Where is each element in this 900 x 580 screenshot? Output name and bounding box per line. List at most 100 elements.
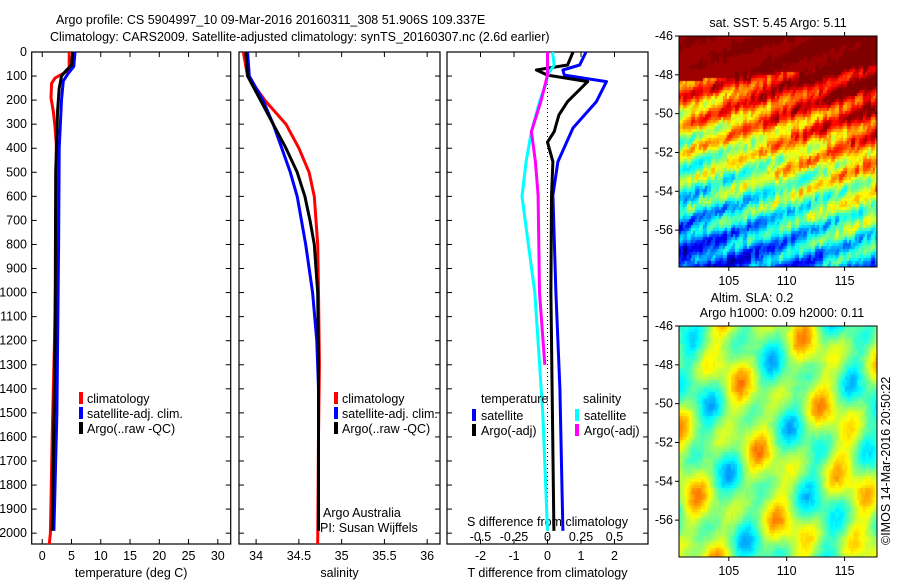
depth-tick-label: 1200 [0,334,27,348]
x-tick-label: 34.5 [287,549,311,563]
series-satellite-adj-clim- [246,51,320,531]
legend-swatch [575,409,579,421]
x-tick-label: 34 [249,549,263,563]
lon-tick-label: 110 [777,274,797,288]
legend-swatch [79,422,83,434]
legend-label: satellite [481,409,523,423]
legend-label: satellite-adj. clim. [87,407,183,421]
x-tick-label: 20 [152,549,166,563]
series-argo-raw-qc- [50,51,75,531]
x-tick-label: -2 [475,549,486,563]
legend-label: satellite [584,409,626,423]
depth-tick-label: 700 [6,213,27,227]
depth-tick-label: 500 [6,165,27,179]
depth-tick-label: 300 [6,117,27,131]
sla-map-title: Altim. SLA: 0.2 [711,291,794,305]
difference-xlabel: T difference from climatology [467,566,628,580]
series-climatology [241,51,321,545]
x-tick-label: 25 [182,549,196,563]
lon-tick-label: 105 [718,564,739,578]
salinity-xlabel: salinity [320,566,359,580]
legend-label: satellite-adj. clim. [342,407,438,421]
lat-tick-label: -48 [655,358,673,372]
legend-swatch [472,409,476,421]
s-tick-label: -0.5 [470,530,492,544]
legend-swatch [575,424,579,436]
series-t-satellite [551,51,608,531]
x-tick-label: 36 [420,549,434,563]
legend-swatch [472,424,476,436]
legend-swatch [334,392,338,404]
lat-tick-label: -54 [655,474,673,488]
lat-tick-label: -54 [655,184,673,198]
depth-tick-label: 2000 [0,526,27,540]
temperature-xlabel: temperature (deg C) [75,566,188,580]
legend-label: Argo(..raw -QC) [342,422,430,436]
lat-tick-label: -46 [655,319,673,333]
depth-tick-label: 800 [6,237,27,251]
salinity-frame [238,51,441,545]
depth-tick-label: 1400 [0,382,27,396]
legend-swatch [334,407,338,419]
legend-temperature-title: temperature [481,392,548,406]
s-tick-label: 0 [544,530,551,544]
depth-tick-label: 900 [6,262,27,276]
sst-map-axes: 105 110 115 -46 -48 -50 -52 -54 -56 sat. SST: 5.4… [655,16,878,288]
legend-swatch [334,422,338,434]
x-tick-label: 2 [611,549,618,563]
imos-footer: ©IMOS 14-Mar-2016 20:50:22 [879,377,893,545]
lat-tick-label: -46 [655,29,673,43]
sst-map-title: sat. SST: 5.45 Argo: 5.11 [709,16,846,30]
depth-tick-label: 100 [6,69,27,83]
temperature-frame [31,51,232,545]
series-satellite-adj-clim- [52,51,77,531]
depth-tick-label: 1100 [0,310,27,324]
x-tick-label: 15 [123,549,137,563]
depth-tick-label: 1300 [0,358,27,372]
sst-map-image [679,36,877,267]
x-tick-label: 30 [211,549,225,563]
sla-map-subtitle: Argo h1000: 0.09 h2000: 0.11 [700,306,865,320]
legend-label: Argo(-adj) [481,424,537,438]
legend-swatch [79,392,83,404]
legend-label: Argo(-adj) [584,424,640,438]
lat-tick-label: -52 [655,145,673,159]
sla-map-frame [678,325,878,558]
series-t-argo-adj- [534,51,590,531]
lat-tick-label: -56 [655,513,673,527]
difference-frame [446,51,649,545]
s-tick-label: 0.5 [606,530,623,544]
depth-tick-label: 400 [6,141,27,155]
depth-tick-label: 1600 [0,430,27,444]
lon-tick-label: 115 [835,564,855,578]
annotation-pi: PI: Susan Wijffels [320,521,418,535]
depth-tick-label: 0 [20,45,27,59]
salinity-panel: 34 34.5 35 35.5 36 salinity climatologysatelli… [238,51,441,580]
s-tick-label: 0.25 [569,530,593,544]
sla-map-axes: 105 110 115 -46 -48 -50 -52 -54 -56 Altim. SLA: 0… [655,291,878,578]
lat-tick-label: -48 [655,68,673,82]
depth-tick-label: 1500 [0,406,27,420]
legend-label: climatology [342,392,405,406]
depth-tick-label: 1800 [0,478,27,492]
series-argo-raw-qc- [244,51,320,531]
x-tick-label: 5 [68,549,75,563]
depth-tick-label: 1700 [0,454,27,468]
lon-tick-label: 115 [835,274,855,288]
x-tick-label: 35 [335,549,349,563]
x-tick-label: 35.5 [372,549,396,563]
lon-tick-label: 110 [777,564,797,578]
title-line1: Argo profile: CS 5904997_10 09-Mar-2016 … [56,13,485,27]
x-tick-label: 10 [94,549,108,563]
legend-label: Argo(..raw -QC) [87,422,175,436]
temperature-panel: 0100200300400500600700800900100011001200… [0,45,232,580]
depth-tick-label: 1000 [0,286,27,300]
s-tick-label: -0.25 [500,530,529,544]
legend-salinity-title: salinity [583,392,622,406]
lat-tick-label: -52 [655,435,673,449]
series-s-argo-adj- [529,52,549,365]
x-tick-label: 0 [544,549,551,563]
depth-tick-label: 1900 [0,502,27,516]
sla-map-image [679,326,877,557]
